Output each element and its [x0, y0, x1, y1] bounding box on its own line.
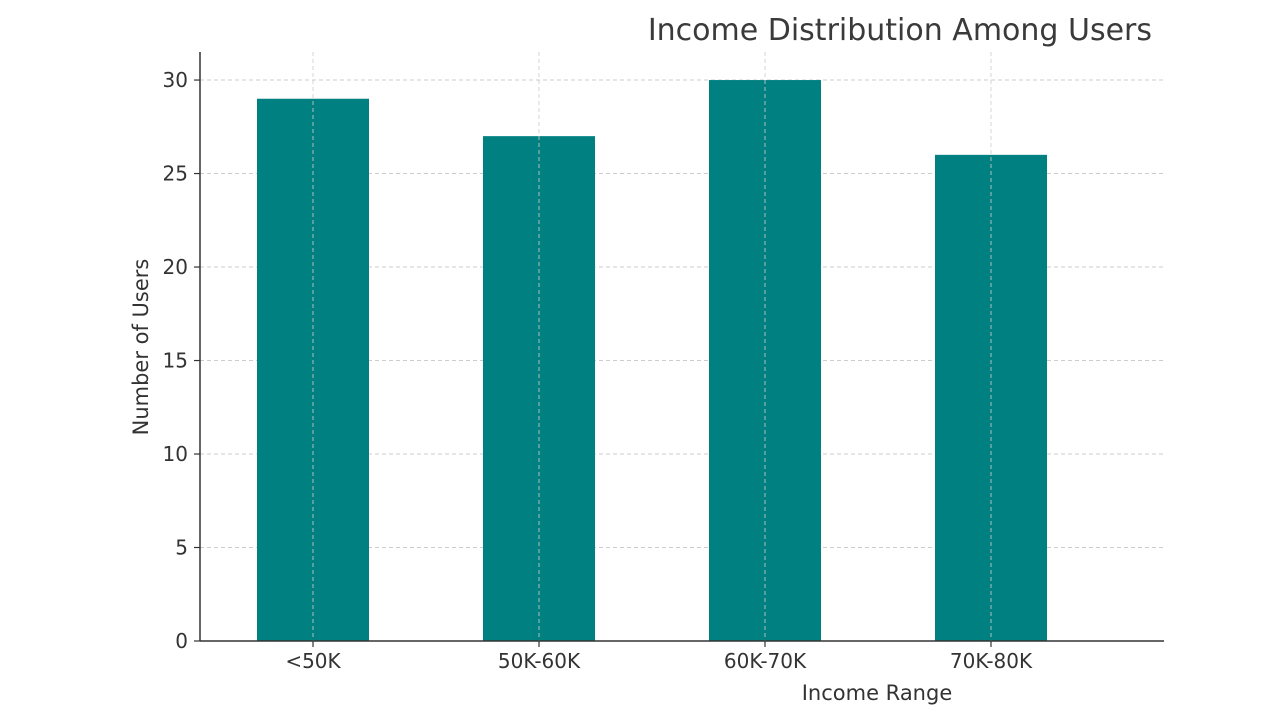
x-tick-label: <50K	[285, 649, 341, 673]
chart-title: Income Distribution Among Users	[648, 13, 1152, 48]
vertical-grid-lines	[312, 52, 992, 641]
y-axis-title: Number of Users	[129, 259, 153, 436]
y-tick-label: 30	[163, 68, 188, 92]
y-tick-label: 10	[163, 442, 188, 466]
y-tick-label: 20	[163, 255, 188, 279]
x-tick-label: 60K-70K	[724, 649, 807, 673]
x-tick-label: 50K-60K	[498, 649, 581, 673]
y-tick-label: 0	[175, 629, 188, 653]
axes	[194, 52, 1164, 647]
tick-labels: 0 5 10 15 20 25 30 <50K 50K-60K 60K-70K 70K-80K	[163, 68, 1033, 673]
x-tick-label: 70K-80K	[950, 649, 1033, 673]
x-axis-title: Income Range	[802, 681, 953, 705]
y-tick-label: 5	[175, 536, 188, 560]
y-tick-label: 25	[163, 162, 188, 186]
y-tick-label: 15	[163, 349, 188, 373]
